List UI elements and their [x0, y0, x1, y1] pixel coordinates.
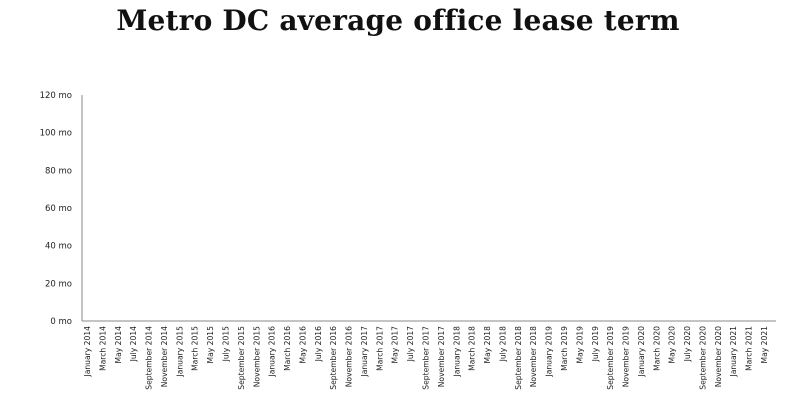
x-tick-label: May 2015 — [206, 326, 215, 364]
x-tick-label: January 2016 — [268, 326, 277, 378]
x-tick-label: March 2017 — [375, 326, 384, 371]
x-tick-label: May 2014 — [114, 326, 123, 364]
x-tick-label: January 2017 — [360, 326, 369, 378]
x-tick-label: November 2019 — [622, 326, 631, 387]
x-tick-label: September 2016 — [329, 326, 338, 390]
x-tick-label: July 2014 — [129, 326, 138, 363]
x-tick-label: May 2020 — [668, 326, 677, 364]
x-tick-label: May 2021 — [760, 326, 769, 364]
x-tick-label: March 2015 — [191, 326, 200, 371]
y-tick-label: 60 mo — [45, 204, 72, 214]
x-tick-label: July 2016 — [314, 326, 323, 363]
x-tick-label: September 2014 — [145, 326, 154, 390]
x-tick-label: September 2018 — [514, 326, 523, 390]
x-tick-label: July 2019 — [591, 326, 600, 363]
x-tick-label: January 2014 — [83, 326, 92, 378]
x-tick-label: November 2016 — [345, 326, 354, 387]
x-tick-label: March 2016 — [283, 326, 292, 371]
x-tick-label: September 2020 — [698, 326, 707, 390]
y-tick-label: 120 mo — [40, 91, 72, 101]
x-axis-ticks: January 2014 March 2014 May 2014 July 2014 S… — [83, 326, 769, 390]
x-tick-label: November 2017 — [437, 326, 446, 387]
x-tick-label: March 2014 — [98, 326, 107, 371]
x-tick-label: November 2014 — [160, 326, 169, 387]
x-tick-label: May 2017 — [391, 326, 400, 364]
x-tick-label: July 2018 — [498, 326, 507, 363]
x-tick-label: November 2020 — [714, 326, 723, 387]
x-tick-label: July 2020 — [683, 326, 692, 363]
x-tick-label: March 2021 — [745, 326, 754, 371]
chart-title: Metro DC average office lease term — [116, 4, 680, 37]
x-tick-label: May 2018 — [483, 326, 492, 364]
x-tick-label: March 2020 — [652, 326, 661, 371]
y-axis-ticks: 0 mo 20 mo 40 mo 60 mo 80 mo 100 mo 120 mo — [40, 91, 72, 327]
y-tick-label: 80 mo — [45, 166, 72, 176]
x-tick-label: January 2020 — [637, 326, 646, 378]
x-tick-label: January 2015 — [175, 326, 184, 378]
x-tick-label: September 2019 — [606, 326, 615, 390]
x-tick-label: September 2015 — [237, 326, 246, 390]
x-tick-label: March 2019 — [560, 326, 569, 371]
x-tick-label: November 2015 — [252, 326, 261, 387]
x-tick-label: September 2017 — [422, 326, 431, 390]
x-tick-label: March 2018 — [468, 326, 477, 371]
y-tick-label: 20 mo — [45, 279, 72, 289]
y-tick-label: 100 mo — [40, 129, 72, 139]
y-tick-label: 0 mo — [50, 317, 72, 327]
x-tick-label: January 2018 — [452, 326, 461, 378]
x-tick-label: July 2015 — [221, 326, 230, 363]
x-tick-label: January 2019 — [545, 326, 554, 378]
x-tick-label: November 2018 — [529, 326, 538, 387]
x-tick-label: May 2019 — [575, 326, 584, 364]
y-tick-label: 40 mo — [45, 242, 72, 252]
x-tick-label: July 2017 — [406, 326, 415, 363]
x-tick-label: May 2016 — [298, 326, 307, 364]
x-tick-label: January 2021 — [729, 326, 738, 378]
